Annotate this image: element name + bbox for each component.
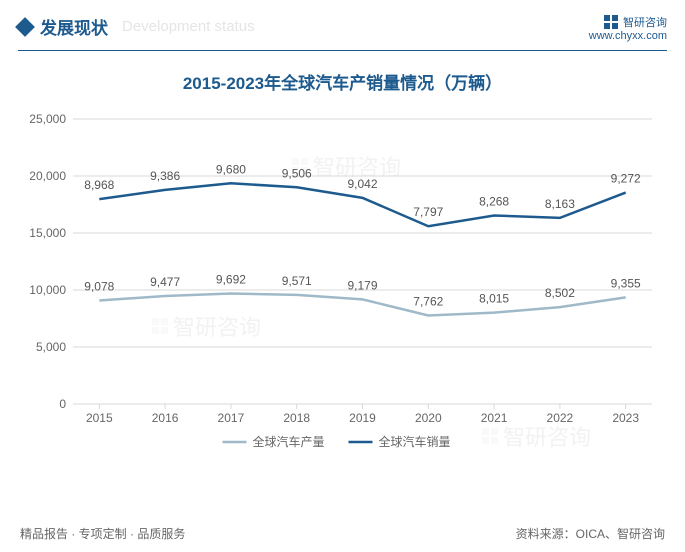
brand-name: 智研咨询	[623, 14, 667, 30]
chart-title: 2015-2023年全球汽车产销量情况（万辆）	[0, 69, 685, 94]
svg-text:8,268: 8,268	[479, 194, 509, 208]
svg-text:20,000: 20,000	[29, 169, 66, 183]
svg-text:8,502: 8,502	[545, 286, 575, 300]
svg-text:9,272: 9,272	[611, 172, 641, 186]
header-left: 发展现状 Development status	[18, 14, 255, 39]
svg-text:7,797: 7,797	[413, 205, 443, 219]
svg-text:2020: 2020	[415, 411, 442, 425]
svg-text:2017: 2017	[218, 411, 245, 425]
svg-text:2019: 2019	[349, 411, 376, 425]
diamond-icon	[15, 17, 35, 37]
header-title-cn: 发展现状	[40, 14, 108, 39]
svg-text:2016: 2016	[152, 411, 179, 425]
svg-text:9,355: 9,355	[611, 276, 641, 290]
svg-text:8,015: 8,015	[479, 292, 509, 306]
brand-logo-icon	[603, 14, 619, 30]
svg-text:9,506: 9,506	[282, 166, 312, 180]
svg-text:2015: 2015	[86, 411, 113, 425]
header-title-en: Development status	[122, 18, 255, 35]
footer: 精品报告 · 专项定制 · 品质服务 资料来源：OICA、智研咨询	[0, 525, 685, 542]
brand-url: www.chyxx.com	[589, 30, 667, 42]
svg-text:8,163: 8,163	[545, 197, 575, 211]
svg-text:全球汽车销量: 全球汽车销量	[379, 434, 451, 449]
chart-area: 0 5,000 10,000 15,000 20,000 25,000 2015 2016 20…	[18, 104, 667, 474]
svg-text:8,968: 8,968	[84, 178, 114, 192]
svg-text:9,571: 9,571	[282, 274, 312, 288]
svg-text:9,680: 9,680	[216, 162, 246, 176]
footer-left: 精品报告 · 专项定制 · 品质服务	[20, 525, 185, 542]
svg-text:9,692: 9,692	[216, 273, 246, 287]
svg-text:7,762: 7,762	[413, 295, 443, 309]
svg-text:9,477: 9,477	[150, 275, 180, 289]
svg-text:全球汽车产量: 全球汽车产量	[253, 434, 325, 449]
svg-text:25,000: 25,000	[29, 112, 66, 126]
svg-text:9,179: 9,179	[347, 278, 377, 292]
svg-text:2023: 2023	[612, 411, 639, 425]
chart-svg: 0 5,000 10,000 15,000 20,000 25,000 2015 2016 20…	[18, 104, 667, 474]
footer-right: 资料来源：OICA、智研咨询	[516, 525, 665, 542]
svg-text:2018: 2018	[283, 411, 310, 425]
header: 发展现状 Development status 智研咨询 www.chyxx.c…	[0, 0, 685, 50]
svg-text:9,386: 9,386	[150, 169, 180, 183]
svg-text:10,000: 10,000	[29, 283, 66, 297]
svg-text:9,078: 9,078	[84, 280, 114, 294]
svg-text:15,000: 15,000	[29, 226, 66, 240]
svg-text:2021: 2021	[481, 411, 508, 425]
svg-text:5,000: 5,000	[36, 340, 66, 354]
header-divider	[18, 50, 667, 51]
svg-text:9,042: 9,042	[347, 177, 377, 191]
header-right: 智研咨询 www.chyxx.com	[589, 14, 667, 42]
svg-text:2022: 2022	[547, 411, 574, 425]
svg-text:0: 0	[59, 397, 66, 411]
